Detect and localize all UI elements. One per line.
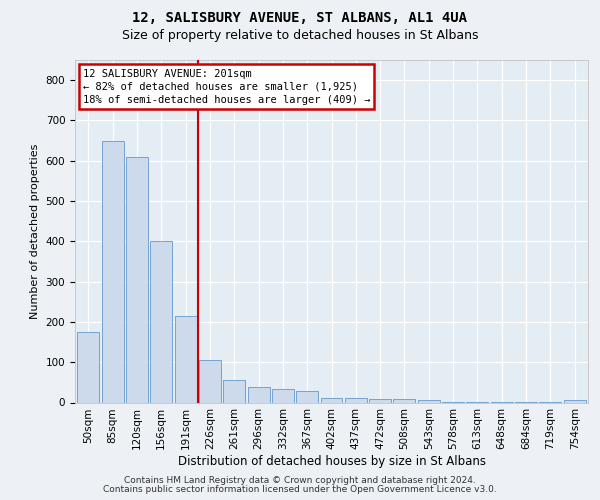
Bar bbox=[223, 380, 245, 402]
Bar bbox=[77, 332, 100, 402]
Bar bbox=[126, 156, 148, 402]
Bar bbox=[272, 389, 294, 402]
Text: 12, SALISBURY AVENUE, ST ALBANS, AL1 4UA: 12, SALISBURY AVENUE, ST ALBANS, AL1 4UA bbox=[133, 12, 467, 26]
Text: 12 SALISBURY AVENUE: 201sqm
← 82% of detached houses are smaller (1,925)
18% of : 12 SALISBURY AVENUE: 201sqm ← 82% of det… bbox=[83, 68, 370, 105]
Text: Size of property relative to detached houses in St Albans: Size of property relative to detached ho… bbox=[122, 29, 478, 42]
Bar bbox=[563, 400, 586, 402]
Bar bbox=[296, 391, 318, 402]
Bar bbox=[369, 399, 391, 402]
Y-axis label: Number of detached properties: Number of detached properties bbox=[30, 144, 40, 319]
Bar bbox=[199, 360, 221, 403]
Bar bbox=[418, 400, 440, 402]
X-axis label: Distribution of detached houses by size in St Albans: Distribution of detached houses by size … bbox=[178, 455, 485, 468]
Bar bbox=[248, 387, 269, 402]
Bar bbox=[102, 140, 124, 402]
Bar bbox=[151, 242, 172, 402]
Bar bbox=[175, 316, 197, 402]
Bar bbox=[345, 398, 367, 402]
Bar bbox=[320, 398, 343, 402]
Text: Contains public sector information licensed under the Open Government Licence v3: Contains public sector information licen… bbox=[103, 485, 497, 494]
Bar bbox=[394, 399, 415, 402]
Text: Contains HM Land Registry data © Crown copyright and database right 2024.: Contains HM Land Registry data © Crown c… bbox=[124, 476, 476, 485]
